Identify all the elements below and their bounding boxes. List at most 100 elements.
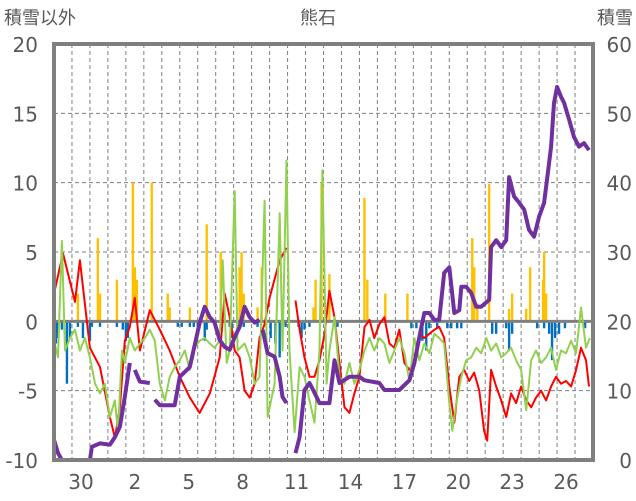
orange-bar bbox=[528, 267, 532, 322]
right-axis-label: 積雪 bbox=[597, 8, 633, 29]
right-tick-label: 40 bbox=[607, 172, 632, 196]
orange-bar bbox=[150, 182, 153, 322]
orange-bar bbox=[366, 279, 369, 322]
blue-bar bbox=[415, 321, 418, 329]
x-tick-label: 14 bbox=[338, 470, 363, 494]
blue-bar bbox=[547, 321, 551, 334]
orange-bar bbox=[238, 267, 241, 322]
blue-bar bbox=[124, 321, 128, 341]
orange-bar bbox=[510, 293, 514, 322]
blue-bar bbox=[256, 321, 259, 327]
plot-frame bbox=[52, 42, 595, 462]
chart-title: 熊石 bbox=[300, 8, 336, 29]
purple-series-line bbox=[52, 85, 591, 462]
plot-frame-group bbox=[52, 42, 595, 462]
left-tick-label: -5 bbox=[18, 380, 38, 404]
orange-bar bbox=[256, 307, 259, 322]
orange-bar bbox=[524, 308, 528, 322]
blue-bar bbox=[563, 321, 567, 329]
blue-bar bbox=[550, 321, 554, 361]
orange-bar bbox=[312, 307, 315, 322]
orange-bar bbox=[115, 279, 119, 322]
orange-bar bbox=[507, 308, 511, 322]
orange-bar bbox=[476, 303, 479, 322]
blue-bar bbox=[60, 321, 64, 330]
orange-bar bbox=[133, 267, 137, 322]
right-tick-label: 10 bbox=[607, 380, 632, 404]
blue-bar bbox=[180, 321, 183, 327]
blue-bar bbox=[81, 321, 85, 338]
blue-bar bbox=[410, 321, 413, 329]
blue-bar bbox=[460, 321, 463, 329]
blue-bar bbox=[65, 321, 69, 384]
orange-bar bbox=[363, 197, 366, 322]
orange-bar bbox=[131, 182, 135, 322]
blue-bar bbox=[308, 321, 311, 327]
blue-bar bbox=[542, 321, 546, 329]
x-tick-label: 20 bbox=[446, 470, 471, 494]
blue-bar bbox=[505, 321, 508, 329]
blue-bar bbox=[121, 321, 125, 330]
blue-bar bbox=[205, 321, 208, 330]
blue-bar bbox=[535, 321, 539, 329]
right-tick-label: 50 bbox=[607, 102, 632, 126]
blue-bar bbox=[336, 321, 339, 327]
x-tick-label: 8 bbox=[236, 470, 249, 494]
left-tick-label: 5 bbox=[25, 241, 38, 265]
blue-bar bbox=[278, 321, 281, 358]
x-tick-label: 30 bbox=[68, 470, 93, 494]
blue-bar bbox=[436, 321, 439, 329]
x-tick-label: 23 bbox=[499, 470, 524, 494]
orange-bar bbox=[406, 293, 409, 322]
orange-bar bbox=[166, 293, 169, 322]
blue-bar bbox=[583, 321, 587, 329]
series-lines bbox=[52, 85, 591, 462]
right-tick-label: 20 bbox=[607, 310, 632, 334]
orange-bar bbox=[98, 293, 102, 322]
x-tick-label: 17 bbox=[392, 470, 417, 494]
blue-bar bbox=[455, 321, 459, 329]
orange-bar bbox=[542, 252, 546, 322]
left-tick-label: 0 bbox=[25, 310, 38, 334]
blue-bar bbox=[507, 321, 511, 351]
right-tick-label: 60 bbox=[607, 33, 632, 57]
blue-bar bbox=[176, 321, 179, 327]
orange-bar bbox=[168, 307, 171, 322]
blue-bar bbox=[428, 321, 431, 329]
orange-bar bbox=[96, 238, 100, 322]
blue-bar bbox=[284, 321, 287, 327]
orange-bar bbox=[314, 279, 317, 322]
blue-bar bbox=[510, 321, 514, 334]
x-tick-label: 2 bbox=[128, 470, 141, 494]
orange-bar bbox=[188, 307, 192, 322]
orange-bar bbox=[240, 252, 243, 322]
left-tick-label: 20 bbox=[13, 33, 38, 57]
right-tick-label: 30 bbox=[607, 241, 632, 265]
blue-bar bbox=[203, 321, 206, 341]
blue-bar bbox=[303, 321, 306, 330]
right-tick-label: 0 bbox=[619, 449, 632, 473]
blue-bar bbox=[192, 321, 195, 327]
orange-bar bbox=[135, 279, 139, 322]
orange-bar bbox=[76, 293, 80, 322]
blue-bar bbox=[98, 321, 102, 327]
orange-bar bbox=[471, 238, 474, 322]
left-axis-label: 積雪以外 bbox=[4, 8, 76, 29]
blue-bar bbox=[242, 321, 245, 327]
x-tick-label: 5 bbox=[182, 470, 195, 494]
blue-bar bbox=[90, 321, 94, 327]
blue-bar bbox=[557, 321, 561, 334]
green-series-line bbox=[53, 159, 591, 434]
blue-bar bbox=[494, 321, 498, 334]
blue-bar bbox=[300, 321, 303, 338]
blue-bar bbox=[446, 321, 449, 329]
left-tick-label: 15 bbox=[13, 102, 38, 126]
blue-bar bbox=[76, 321, 80, 327]
blue-bar bbox=[68, 321, 72, 338]
orange-bar bbox=[473, 267, 476, 322]
orange-bar bbox=[544, 293, 548, 322]
blue-bar bbox=[269, 321, 272, 338]
blue-bar bbox=[188, 321, 192, 327]
